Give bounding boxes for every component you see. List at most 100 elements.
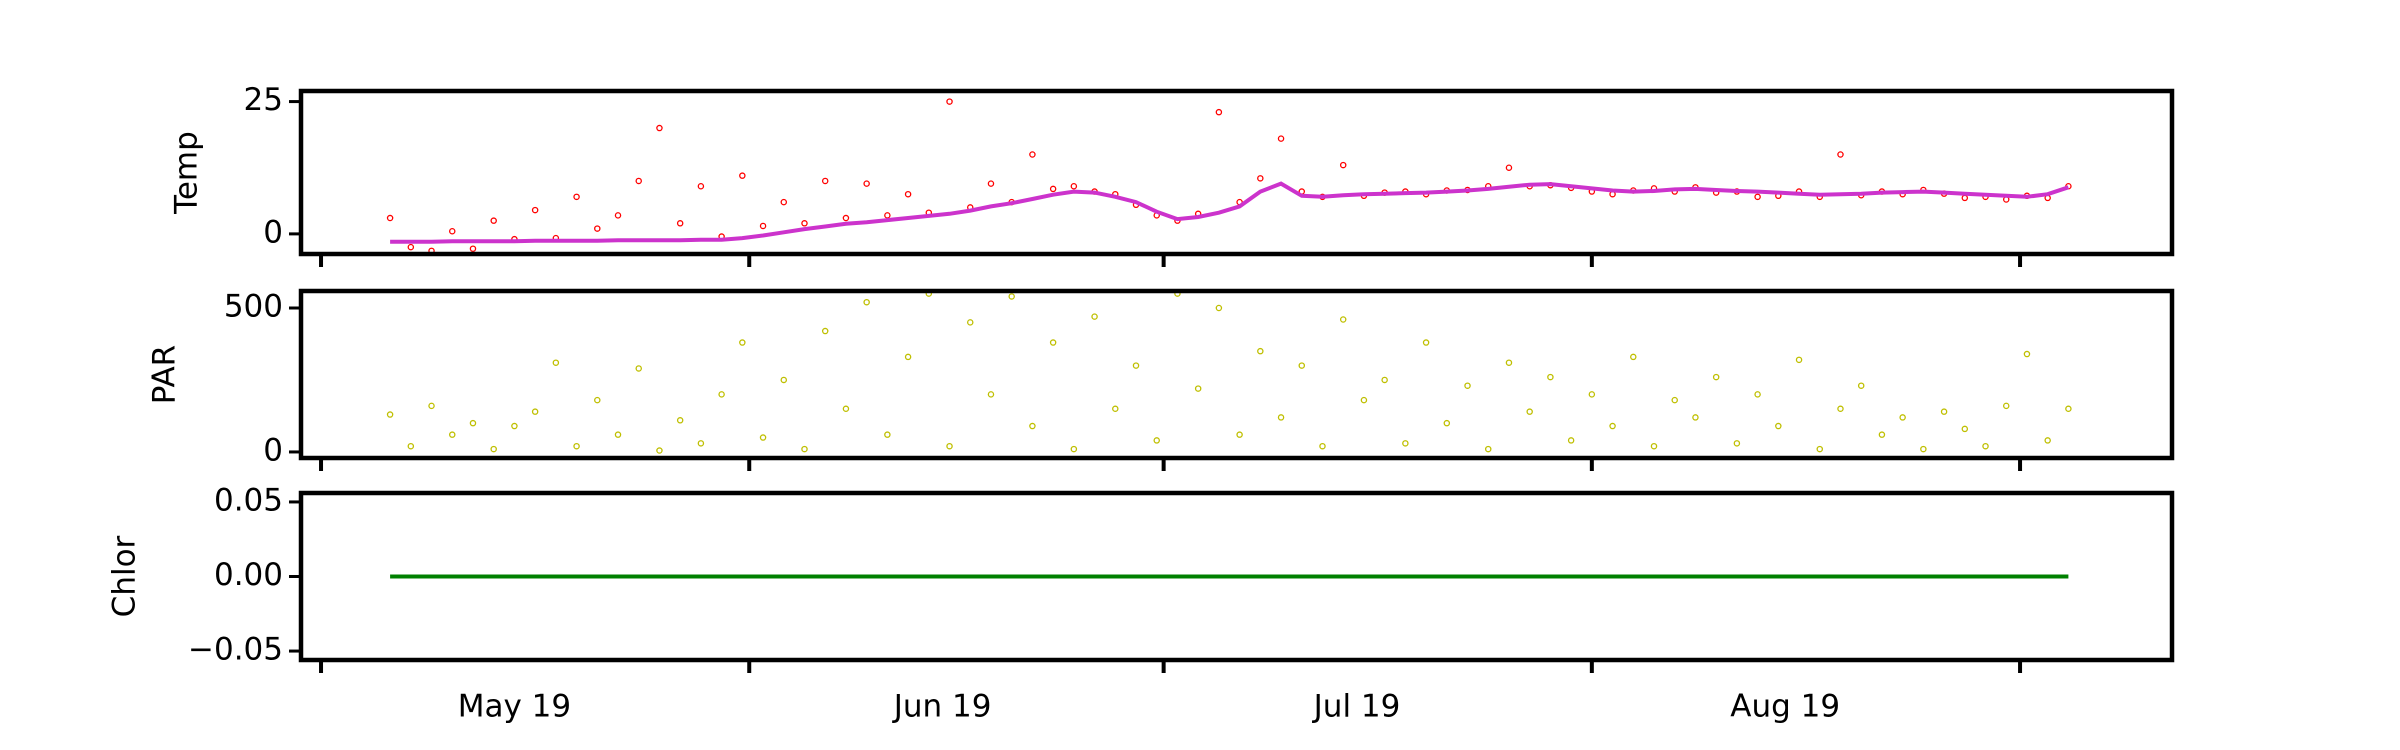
point <box>386 411 394 418</box>
point <box>1277 414 1285 421</box>
point <box>780 198 788 206</box>
point <box>1878 431 1886 438</box>
point <box>987 391 995 398</box>
y-tick-label: −0.05 <box>188 632 283 668</box>
point <box>1339 316 1347 323</box>
point <box>1215 108 1223 116</box>
point <box>1484 445 1492 453</box>
y-tick-label: 0 <box>263 214 283 250</box>
point <box>842 214 850 222</box>
point <box>552 359 560 366</box>
point <box>1899 414 1906 421</box>
point <box>1505 164 1513 171</box>
point <box>1319 442 1326 450</box>
point <box>987 180 995 187</box>
point <box>821 327 829 335</box>
point <box>1754 391 1761 398</box>
point <box>967 319 974 326</box>
point <box>1174 291 1181 297</box>
point <box>1837 151 1844 158</box>
point <box>1029 151 1036 158</box>
frame <box>298 88 2175 257</box>
point <box>1588 391 1596 398</box>
x-tick-label: Aug 19 <box>1730 689 1840 725</box>
point <box>1402 440 1409 447</box>
point <box>1526 408 1533 415</box>
point <box>1920 445 1927 453</box>
y-tick-label: 0.00 <box>214 557 283 593</box>
point <box>863 180 870 187</box>
x-tick-label: Jun 19 <box>892 689 992 725</box>
point <box>1816 445 1824 453</box>
point <box>1671 396 1678 404</box>
point <box>656 124 663 132</box>
y-axis-label: Chlor <box>107 535 143 617</box>
point <box>407 442 415 450</box>
point <box>407 243 415 251</box>
y-axis-label: Temp <box>169 131 205 215</box>
point <box>449 227 456 235</box>
point <box>635 177 642 185</box>
point <box>1795 356 1803 364</box>
point <box>490 217 497 224</box>
point <box>1609 422 1616 430</box>
point <box>739 172 746 179</box>
point <box>1091 313 1098 320</box>
point <box>863 298 870 306</box>
point <box>1982 442 1989 450</box>
point <box>1961 425 1969 433</box>
plot-area <box>386 291 2072 454</box>
point <box>1754 193 1761 201</box>
point <box>718 391 725 398</box>
point <box>1837 405 1844 413</box>
frame <box>298 288 2175 461</box>
point <box>1567 437 1575 444</box>
point <box>594 396 601 404</box>
y-axis-label: PAR <box>147 345 183 404</box>
point <box>904 353 912 361</box>
point <box>1070 183 1078 190</box>
point <box>1650 442 1658 450</box>
point <box>2023 350 2031 358</box>
point <box>1277 135 1285 142</box>
point <box>904 190 912 198</box>
point <box>449 431 456 438</box>
point <box>614 431 622 438</box>
point <box>1464 382 1471 389</box>
point <box>386 214 394 222</box>
point <box>1257 175 1264 182</box>
point <box>739 339 746 346</box>
point <box>2044 437 2051 444</box>
point <box>842 405 850 413</box>
point <box>1112 405 1119 413</box>
point <box>428 402 435 410</box>
point <box>1132 362 1140 369</box>
point <box>1630 353 1637 361</box>
point <box>1422 339 1430 346</box>
point <box>697 440 705 447</box>
point <box>614 212 622 219</box>
x-tick-label: Jul 19 <box>1312 689 1401 725</box>
point <box>573 193 580 201</box>
point <box>469 245 477 252</box>
point <box>1360 396 1368 404</box>
point <box>759 434 767 441</box>
point <box>511 422 518 430</box>
point <box>1381 376 1388 384</box>
point <box>531 206 539 214</box>
point <box>1049 185 1057 193</box>
point <box>594 225 601 232</box>
series-line <box>390 181 2070 244</box>
point <box>821 177 829 185</box>
point <box>656 447 663 454</box>
point <box>1215 304 1223 312</box>
point <box>676 220 684 227</box>
point <box>1257 347 1264 355</box>
point <box>1692 414 1699 421</box>
point <box>801 445 808 453</box>
point <box>1940 408 1948 415</box>
point <box>573 442 580 450</box>
point <box>1443 419 1451 427</box>
y-tick-label: 0 <box>263 432 283 468</box>
